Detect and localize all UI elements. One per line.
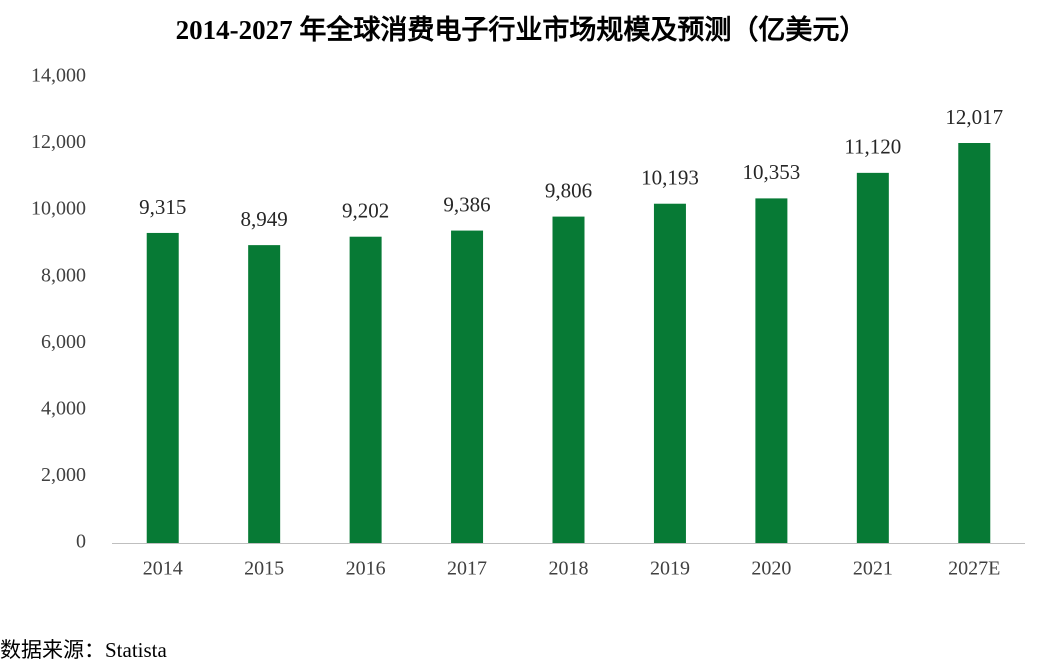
y-tick-label: 12,000: [31, 131, 86, 153]
x-tick-label: 2021: [853, 558, 893, 580]
value-label: 10,353: [743, 160, 801, 184]
value-label: 11,120: [844, 135, 901, 159]
bar: [958, 143, 991, 544]
value-label: 9,315: [139, 195, 186, 219]
x-tick-label: 2020: [751, 558, 791, 580]
value-label: 10,193: [641, 166, 699, 190]
y-tick-label: 8,000: [41, 264, 86, 286]
source-note: 数据来源：Statista: [0, 638, 168, 662]
bar: [248, 245, 281, 543]
x-tick-label: 2018: [549, 558, 589, 580]
y-tick-label: 10,000: [31, 198, 86, 220]
value-label: 9,202: [342, 199, 389, 223]
bar: [349, 236, 382, 543]
y-tick-label: 2,000: [41, 464, 86, 486]
x-tick-label: 2016: [346, 558, 386, 580]
x-tick-label: 2014: [143, 558, 183, 580]
value-label: 12,017: [945, 105, 1003, 129]
x-tick-label: 2019: [650, 558, 690, 580]
bar: [552, 216, 585, 543]
y-tick-label: 4,000: [41, 397, 86, 419]
bar: [146, 232, 179, 543]
value-label: 9,806: [545, 178, 592, 202]
x-tick-label: 2027E: [948, 558, 1000, 580]
x-tick-label: 2015: [244, 558, 284, 580]
x-tick-label: 2017: [447, 558, 487, 580]
bar: [856, 172, 889, 543]
bar: [653, 203, 686, 543]
y-tick-label: 14,000: [31, 65, 86, 87]
bar: [755, 198, 788, 543]
value-label: 9,386: [443, 192, 490, 216]
chart-title: 2014-2027 年全球消费电子行业市场规模及预测（亿美元）: [176, 14, 867, 45]
y-tick-label: 6,000: [41, 331, 86, 353]
bar: [451, 230, 484, 543]
y-tick-label: 0: [76, 531, 86, 553]
value-label: 8,949: [241, 207, 288, 231]
